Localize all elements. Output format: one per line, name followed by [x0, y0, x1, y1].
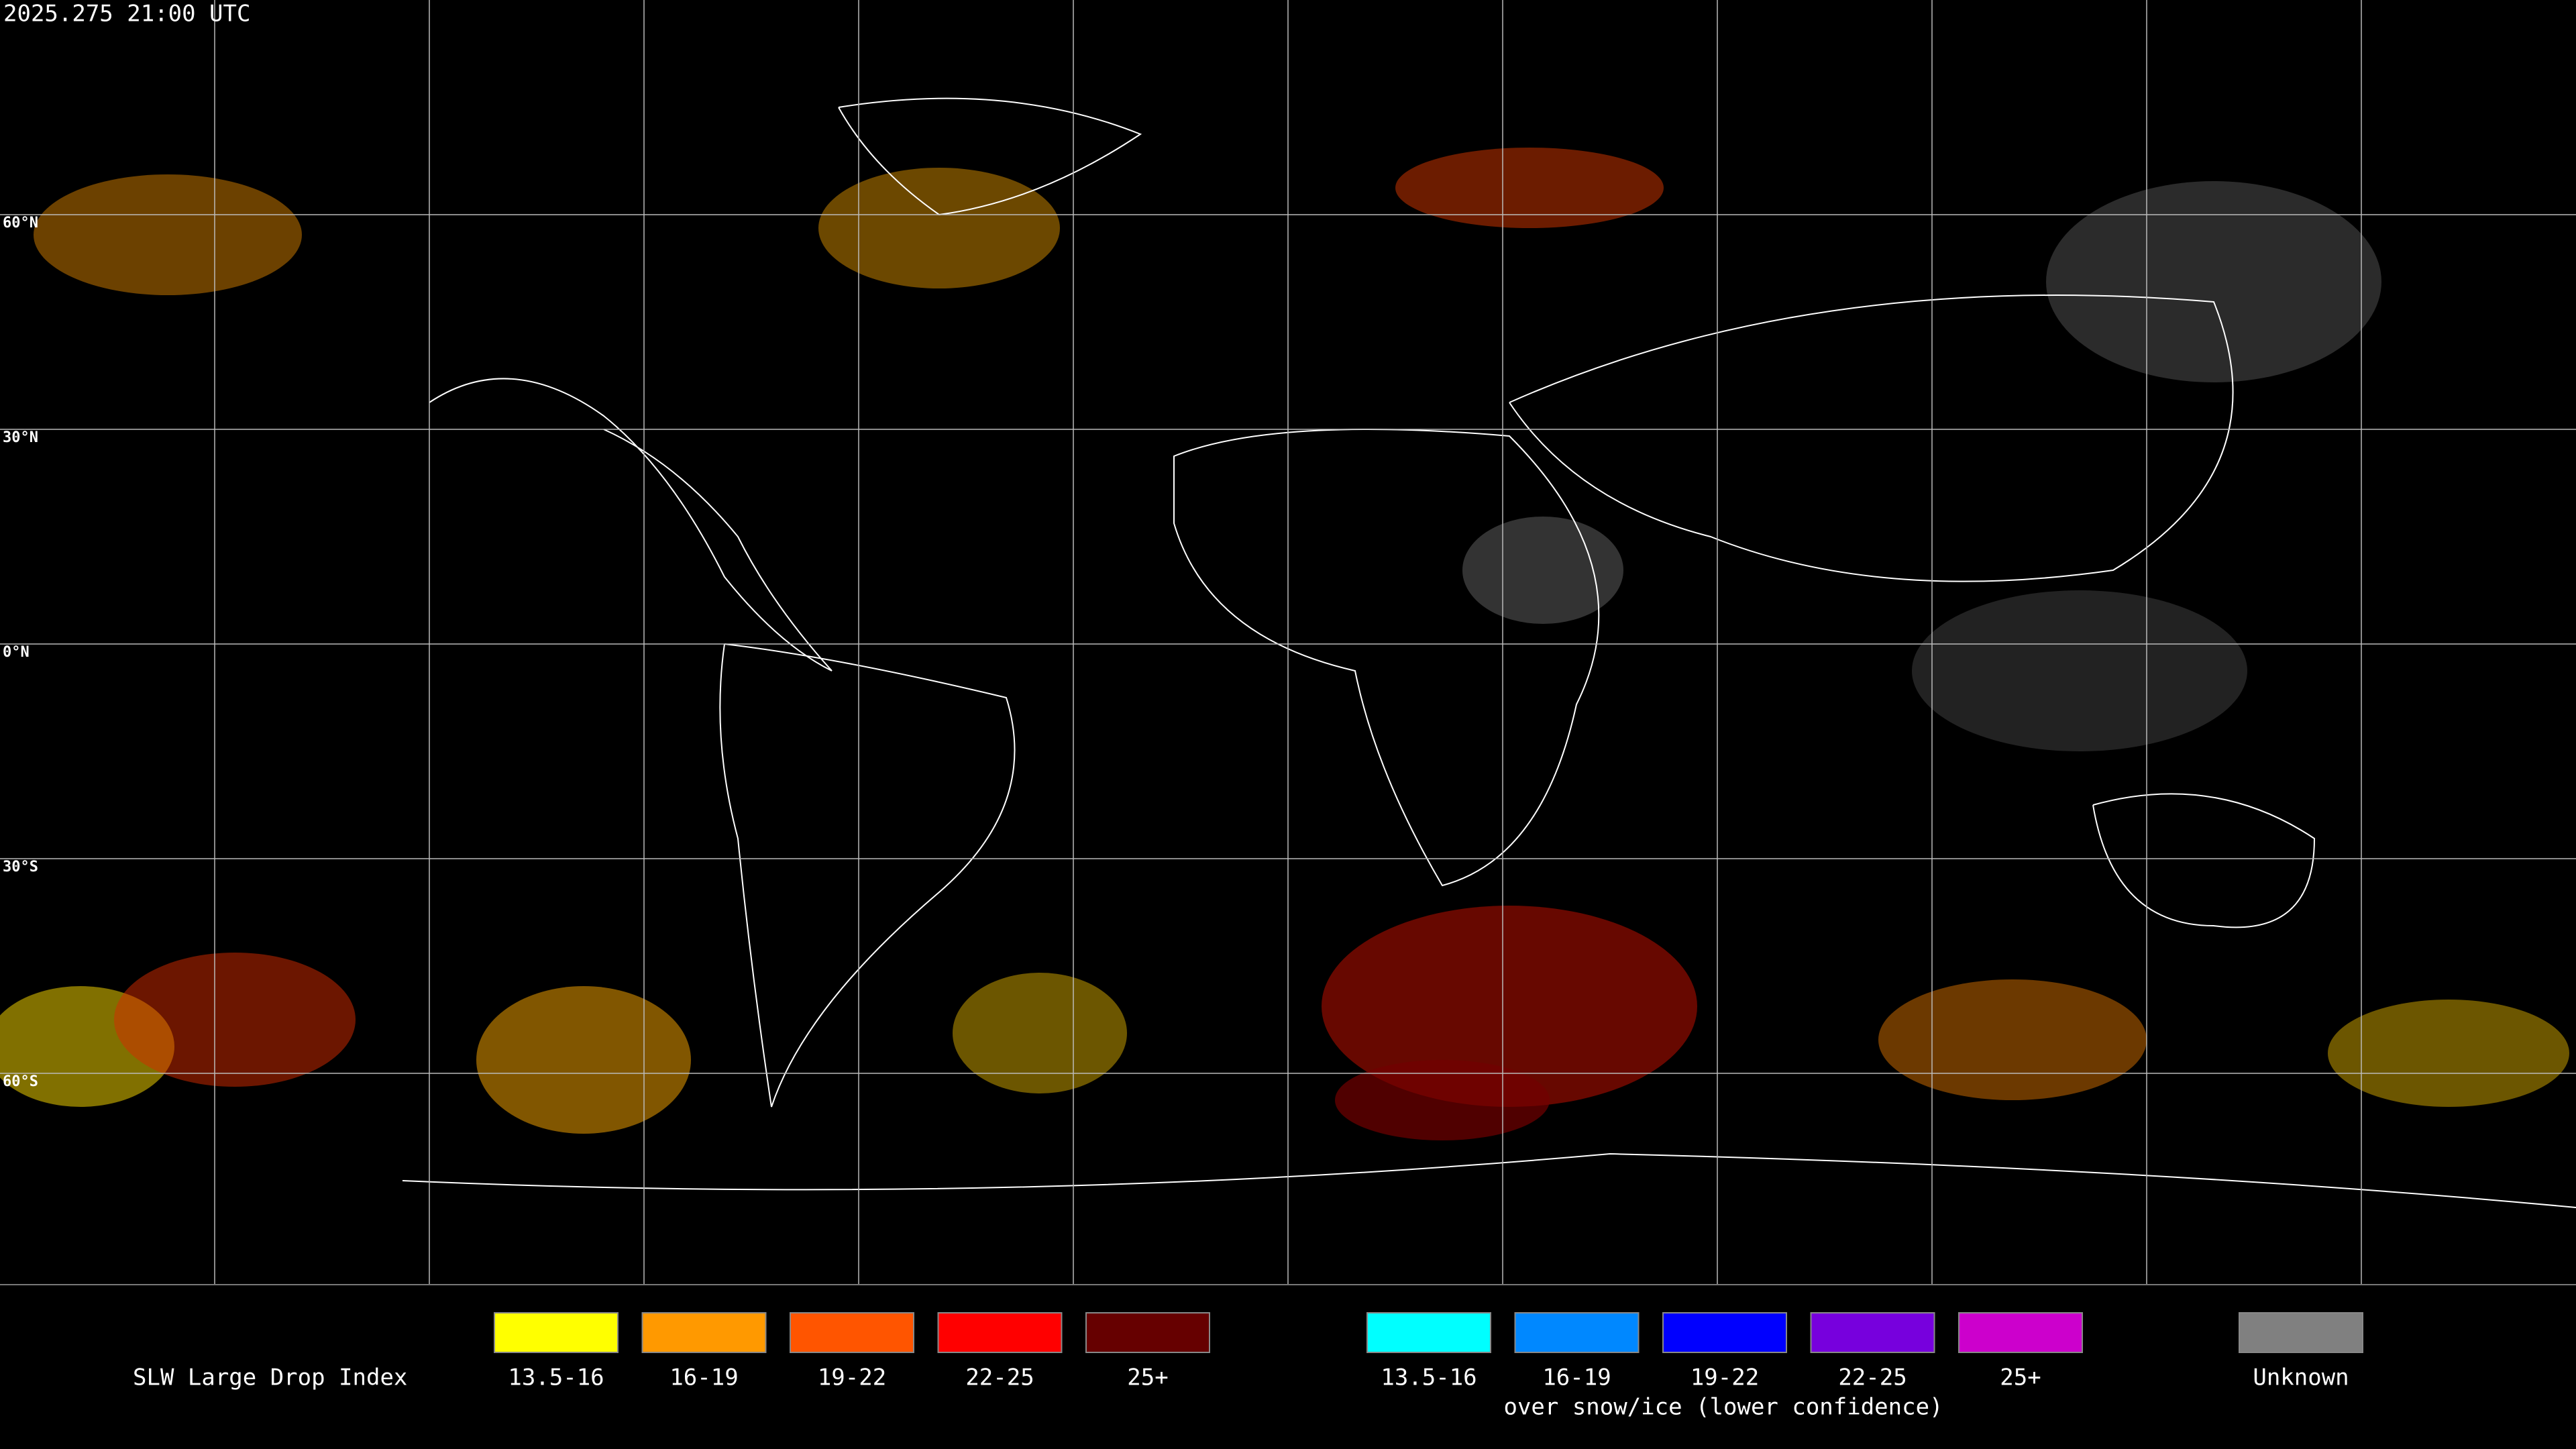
- legend-swatch: [1662, 1312, 1787, 1353]
- legend-label: 16-19: [1542, 1364, 1611, 1391]
- legend-label: 13.5-16: [1381, 1364, 1477, 1391]
- legend-swatch: [1958, 1312, 2083, 1353]
- graticule: 60°N 30°N 0°N 30°S 60°S: [0, 0, 2576, 1285]
- legend-label: 25+: [1127, 1364, 1168, 1391]
- legend-swatch: [2239, 1312, 2363, 1353]
- latitude-label: 30°S: [3, 859, 38, 875]
- legend-title: SLW Large Drop Index: [133, 1364, 407, 1391]
- legend-label: 16-19: [669, 1364, 738, 1391]
- legend-swatch: [494, 1312, 619, 1353]
- legend-label: 25+: [2000, 1364, 2041, 1391]
- legend-label: Unknown: [2253, 1364, 2349, 1391]
- latitude-label: 60°N: [3, 215, 38, 231]
- legend-swatch: [1085, 1312, 1210, 1353]
- legend-label: 22-25: [965, 1364, 1034, 1391]
- latitude-label: 60°S: [3, 1073, 38, 1090]
- snow-note: over snow/ice (lower confidence): [1503, 1394, 1943, 1421]
- legend-swatch: [641, 1312, 767, 1353]
- legend-swatch: [937, 1312, 1063, 1353]
- legend-label: 13.5-16: [508, 1364, 604, 1391]
- legend-swatch: [1810, 1312, 1935, 1353]
- cloud-patches: [0, 148, 2569, 1140]
- latitude-label: 0°N: [3, 644, 30, 661]
- legend-label: 19-22: [818, 1364, 886, 1391]
- legend-label: 19-22: [1690, 1364, 1759, 1391]
- coastlines: [402, 97, 2576, 1208]
- legend: 13.5-16 16-19 19-22 22-25 25+ 13.5-16 16-19 19-…: [494, 1312, 2363, 1391]
- timestamp: 2025.275 21:00 UTC: [3, 1, 250, 28]
- legend-swatch: [1514, 1312, 1640, 1353]
- legend-label: 22-25: [1838, 1364, 1907, 1391]
- latitude-label: 30°N: [3, 429, 38, 446]
- legend-swatch: [790, 1312, 914, 1353]
- legend-swatch: [1366, 1312, 1491, 1353]
